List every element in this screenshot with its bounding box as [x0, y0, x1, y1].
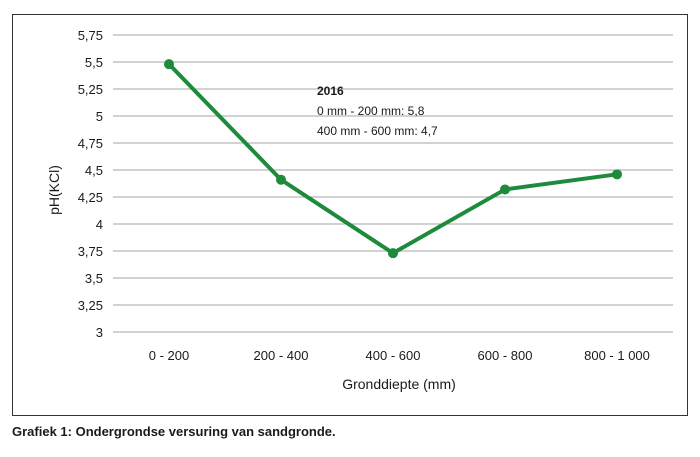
chart-frame: 3 3,25 3,5 3,75 4 4,25 4,5 4,75 5 5,25 5,5 5,75 0 -… [12, 14, 688, 416]
y-axis-tick-labels: 3 3,25 3,5 3,75 4 4,25 4,5 4,75 5 5,25 5,5 5,75 [78, 28, 103, 340]
data-point [164, 59, 174, 70]
data-point [388, 248, 398, 259]
y-tick-label: 4,25 [78, 190, 103, 205]
y-tick-label: 3 [96, 325, 103, 340]
series-line [167, 62, 619, 256]
x-tick-label: 800 - 1 000 [584, 348, 650, 363]
x-tick-label: 200 - 400 [254, 348, 309, 363]
data-point [612, 169, 622, 180]
x-axis-tick-labels: 0 - 200 200 - 400 400 - 600 600 - 800 800 - … [149, 348, 650, 363]
data-point [500, 184, 510, 195]
y-tick-label: 5,75 [78, 28, 103, 43]
y-tick-label: 4 [96, 217, 103, 232]
y-tick-label: 3,5 [85, 271, 103, 286]
x-tick-label: 600 - 800 [478, 348, 533, 363]
y-tick-label: 5 [96, 109, 103, 124]
y-tick-label: 4,5 [85, 163, 103, 178]
line-chart: 3 3,25 3,5 3,75 4 4,25 4,5 4,75 5 5,25 5,5 5,75 0 -… [46, 28, 673, 392]
x-axis-title: Gronddiepte (mm) [342, 376, 456, 392]
annotation-line-1: 0 mm - 200 mm: 5,8 [317, 104, 425, 118]
annotation-line-2: 400 mm - 600 mm: 4,7 [317, 124, 438, 138]
x-tick-label: 400 - 600 [366, 348, 421, 363]
figure-caption: Grafiek 1: Ondergrondse versuring van sa… [12, 424, 336, 439]
y-axis-title: pH(KCl) [46, 165, 62, 215]
series-group [164, 59, 622, 259]
y-tick-label: 3,25 [78, 298, 103, 313]
y-tick-label: 4,75 [78, 136, 103, 151]
data-point [276, 174, 286, 185]
annotation-box: 2016 0 mm - 200 mm: 5,8 400 mm - 600 mm:… [317, 84, 438, 138]
y-tick-label: 3,75 [78, 244, 103, 259]
y-tick-label: 5,25 [78, 82, 103, 97]
y-tick-label: 5,5 [85, 55, 103, 70]
x-tick-label: 0 - 200 [149, 348, 189, 363]
annotation-title: 2016 [317, 84, 344, 98]
grid-lines [113, 34, 673, 333]
